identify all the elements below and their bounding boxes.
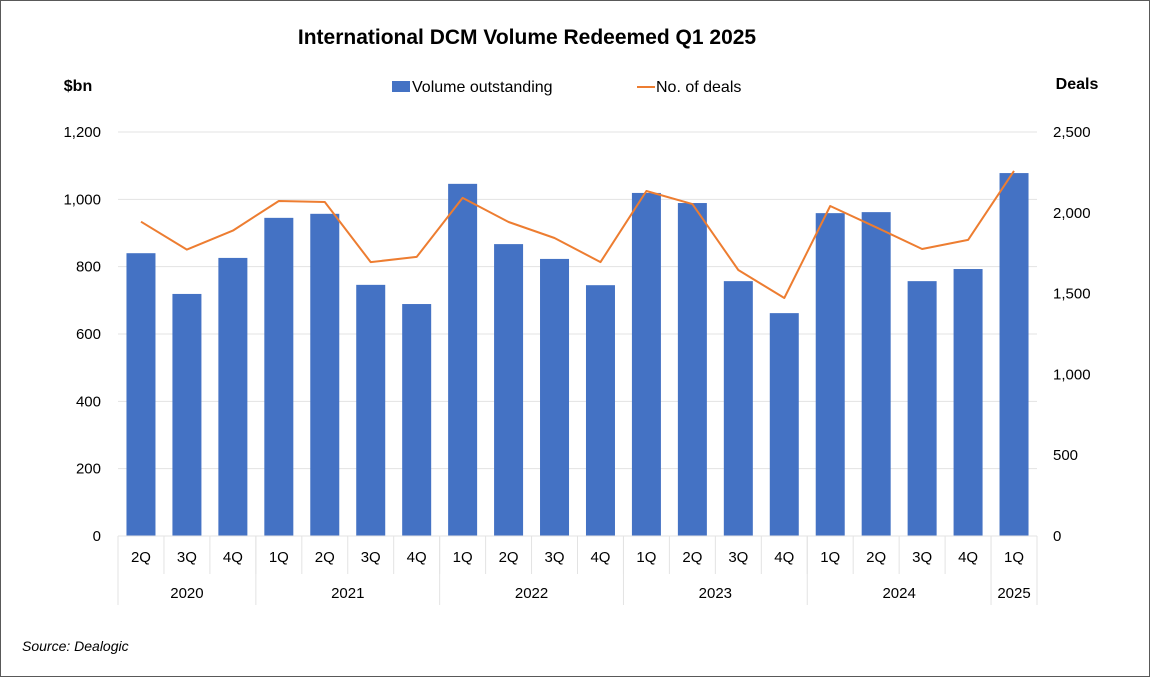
- legend: Volume outstanding No. of deals: [392, 79, 741, 96]
- right-axis-title: Deals: [1056, 76, 1099, 93]
- bar: [723, 281, 753, 536]
- bar: [585, 285, 615, 536]
- bar: [953, 269, 983, 536]
- bar: [402, 304, 432, 536]
- x-tick-label: 2Q: [315, 549, 335, 566]
- source-note: Source: Dealogic: [22, 638, 129, 654]
- deals-line-path: [140, 170, 1015, 299]
- x-tick-label: 3Q: [545, 549, 565, 566]
- left-tick-label: 400: [76, 393, 101, 410]
- year-label: 2021: [331, 585, 364, 602]
- bar: [631, 192, 661, 537]
- x-tick-label: 2Q: [499, 549, 519, 566]
- bar: [999, 173, 1029, 536]
- x-tick-label: 3Q: [177, 549, 197, 566]
- left-tick-label: 200: [76, 461, 101, 478]
- right-tick-label: 2,000: [1053, 205, 1091, 222]
- left-tick-label: 600: [76, 326, 101, 343]
- x-tick-label: 4Q: [407, 549, 427, 566]
- year-label: 2025: [997, 585, 1030, 602]
- bar: [815, 213, 845, 537]
- x-tick-label: 2Q: [866, 549, 886, 566]
- bar: [126, 253, 156, 536]
- left-tick-label: 1,000: [63, 191, 101, 208]
- bar: [264, 217, 294, 536]
- left-tick-label: 1,200: [63, 124, 101, 141]
- bar: [494, 244, 524, 537]
- x-tick-label: 1Q: [636, 549, 656, 566]
- right-tick-label: 1,500: [1053, 286, 1091, 303]
- left-axis-title: $bn: [64, 78, 92, 95]
- legend-swatch-volume: [392, 81, 410, 92]
- bar: [861, 212, 891, 537]
- x-tick-label: 4Q: [774, 549, 794, 566]
- left-axis-ticks: 0 200 400 600 800 1,000 1,200: [63, 124, 101, 545]
- x-axis: 2Q 3Q 4Q 1Q 2Q 3Q 4Q 1Q 2Q 3Q 4Q 1Q 2Q 3Q 4Q 1Q 2Q 3Q 4Q 1Q…: [117, 535, 1038, 605]
- deals-line: [140, 170, 1015, 299]
- x-tick-label: 3Q: [728, 549, 748, 566]
- bar: [172, 293, 202, 536]
- right-axis-ticks: 0 500 1,000 1,500 2,000 2,500: [1053, 124, 1091, 545]
- x-tick-label: 2Q: [131, 549, 151, 566]
- x-tick-label: 1Q: [820, 549, 840, 566]
- right-tick-label: 500: [1053, 447, 1078, 464]
- year-label: 2024: [882, 585, 915, 602]
- x-tick-label: 4Q: [590, 549, 610, 566]
- x-tick-label: 1Q: [1004, 549, 1024, 566]
- bar: [677, 203, 707, 536]
- right-tick-label: 2,500: [1053, 124, 1091, 141]
- x-tick-label: 1Q: [269, 549, 289, 566]
- year-label: 2023: [699, 585, 732, 602]
- x-tick-label: 4Q: [223, 549, 243, 566]
- x-tick-label: 4Q: [958, 549, 978, 566]
- right-tick-label: 0: [1053, 528, 1061, 545]
- bar: [540, 258, 570, 536]
- x-tick-label: 1Q: [453, 549, 473, 566]
- bar: [310, 213, 340, 536]
- x-tick-label: 3Q: [361, 549, 381, 566]
- chart-title: International DCM Volume Redeemed Q1 202…: [298, 26, 757, 49]
- bar: [907, 281, 937, 536]
- bar: [218, 257, 248, 536]
- bars: [126, 173, 1029, 537]
- bar: [769, 313, 799, 536]
- left-tick-label: 0: [93, 528, 101, 545]
- right-tick-label: 1,000: [1053, 366, 1091, 383]
- year-label: 2022: [515, 585, 548, 602]
- legend-label-deals: No. of deals: [656, 79, 741, 96]
- bar: [356, 284, 386, 536]
- year-label: 2020: [170, 585, 203, 602]
- legend-label-volume: Volume outstanding: [412, 79, 553, 96]
- left-tick-label: 800: [76, 259, 101, 276]
- x-tick-label: 2Q: [682, 549, 702, 566]
- bar: [448, 183, 478, 536]
- x-tick-label: 3Q: [912, 549, 932, 566]
- gridlines: [118, 131, 1037, 470]
